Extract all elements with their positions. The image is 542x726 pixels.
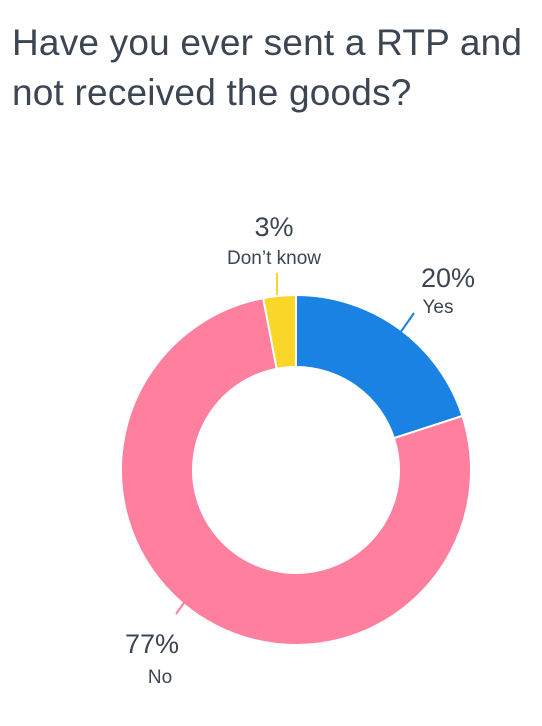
- percent-label-no: 77%: [125, 629, 179, 659]
- percent-label-don-t-know: 3%: [254, 212, 293, 242]
- labels-group: 20% Yes 77% No 3% Don’t know: [125, 212, 475, 688]
- slices-group: [120, 293, 472, 646]
- slice-don-t-know: [262, 293, 297, 370]
- leader-line-yes: [399, 312, 415, 334]
- slice-no: [120, 296, 472, 646]
- category-label-don-t-know: Don’t know: [227, 248, 321, 269]
- leader-line-no: [175, 599, 187, 615]
- leader-lines-group: [175, 273, 415, 615]
- percent-label-yes: 20%: [421, 263, 475, 293]
- chart-title: Have you ever sent a RTP and not receive…: [12, 22, 523, 113]
- category-label-yes: Yes: [423, 297, 454, 318]
- category-label-no: No: [148, 667, 172, 688]
